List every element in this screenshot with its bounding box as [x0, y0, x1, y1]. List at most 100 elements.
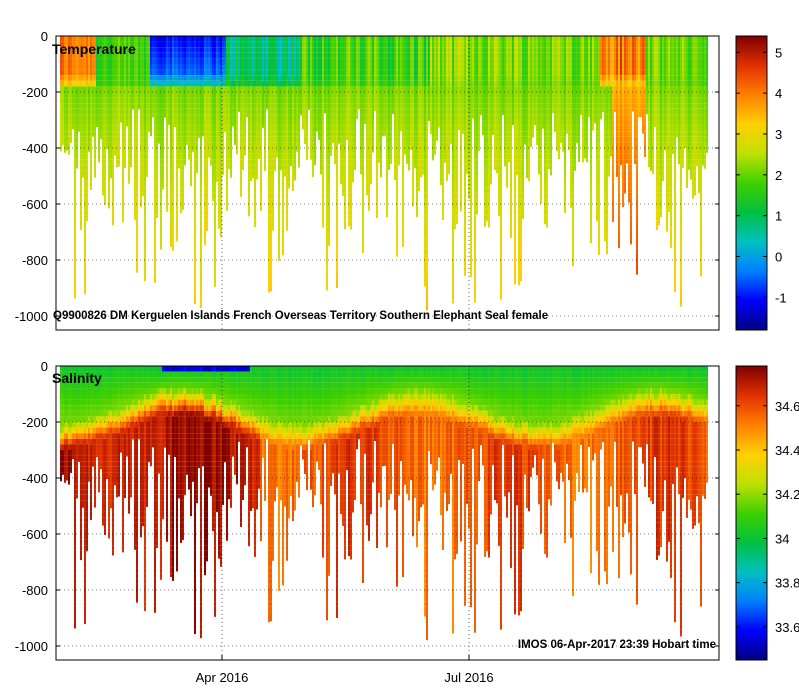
- temperature-cell: [232, 58, 234, 64]
- temperature-cell: [84, 204, 86, 210]
- temperature-cell: [398, 64, 400, 70]
- temperature-cell: [412, 192, 414, 199]
- temperature-cell: [336, 52, 338, 59]
- temperature-cell: [342, 176, 344, 182]
- temperature-cell: [388, 164, 390, 170]
- temperature-cell: [190, 142, 192, 148]
- temperature-cell: [434, 36, 436, 42]
- temperature-cell: [316, 125, 318, 132]
- temperature-cell: [90, 142, 92, 148]
- temperature-cell: [260, 187, 262, 193]
- temperature-cell: [404, 97, 406, 104]
- temperature-cell: [236, 36, 238, 42]
- temperature-cell: [112, 159, 114, 165]
- temperature-cell: [398, 108, 400, 115]
- temperature-cell: [370, 41, 372, 48]
- temperature-cell: [272, 204, 274, 210]
- temperature-cell: [80, 226, 82, 231]
- temperature-cell: [352, 52, 354, 59]
- temperature-cell: [124, 125, 126, 132]
- temperature-cell: [396, 41, 398, 48]
- temperature-cell: [264, 41, 266, 48]
- temperature-cell: [340, 58, 342, 64]
- temperature-cell: [240, 58, 242, 64]
- temperature-cell: [174, 114, 176, 120]
- temperature-cell: [194, 47, 196, 53]
- temperature-cell: [200, 75, 202, 81]
- temperature-cell: [268, 164, 270, 171]
- temperature-cell: [408, 58, 410, 64]
- temperature-cell: [206, 69, 208, 76]
- temperature-cell: [330, 41, 332, 48]
- temperature-cell: [404, 41, 406, 48]
- temperature-cell: [408, 92, 410, 98]
- temperature-cell: [372, 64, 374, 70]
- temperature-cell: [320, 75, 322, 81]
- temperature-cell: [328, 204, 330, 210]
- temperature-cell: [128, 80, 130, 87]
- temperature-cell: [144, 148, 146, 154]
- temperature-cell: [198, 80, 200, 87]
- temperature-cell: [172, 136, 174, 143]
- temperature-cell: [68, 136, 70, 143]
- temperature-cell: [252, 75, 254, 81]
- temperature-cell: [182, 209, 184, 211]
- temperature-cell: [426, 131, 428, 137]
- temperature-cell: [166, 181, 168, 188]
- temperature-cell: [182, 148, 184, 154]
- temperature-cell: [162, 58, 164, 64]
- temperature-cell: [226, 187, 228, 193]
- temperature-cell: [74, 215, 76, 221]
- temperature-cell: [370, 36, 372, 42]
- temperature-cell: [388, 148, 390, 154]
- temperature-cell: [144, 276, 146, 282]
- temperature-cell: [176, 58, 178, 64]
- temperature-cell: [116, 103, 118, 109]
- temperature-cell: [146, 92, 148, 98]
- temperature-cell: [84, 276, 86, 283]
- temperature-cell: [182, 159, 184, 165]
- temperature-cell: [244, 103, 246, 109]
- temperature-cell: [214, 92, 216, 98]
- temperature-cell: [218, 103, 220, 109]
- temperature-cell: [348, 52, 350, 59]
- temperature-cell: [380, 58, 382, 64]
- temperature-cell: [276, 80, 278, 87]
- temperature-cell: [196, 153, 198, 160]
- temperature-cell: [340, 92, 342, 98]
- temperature-cell: [206, 36, 208, 42]
- temperature-cell: [156, 47, 158, 53]
- temperature-cell: [272, 153, 274, 160]
- temperature-cell: [214, 232, 216, 238]
- temperature-cell: [204, 92, 206, 98]
- temperature-cell: [330, 97, 332, 104]
- temperature-cell: [144, 58, 146, 64]
- temperature-cell: [246, 80, 248, 87]
- temperature-cell: [74, 36, 76, 42]
- temperature-cell: [424, 114, 426, 120]
- temperature-cell: [226, 86, 228, 92]
- temperature-cell: [376, 86, 378, 92]
- temperature-cell: [272, 136, 274, 143]
- temperature-cell: [348, 41, 350, 48]
- temperature-cell: [102, 41, 104, 48]
- temperature-cell: [62, 58, 64, 64]
- temperature-cell: [70, 52, 72, 59]
- temperature-cell: [226, 176, 228, 182]
- temperature-cell: [62, 36, 64, 42]
- temperature-cell: [164, 36, 166, 42]
- temperature-cell: [92, 69, 94, 76]
- temperature-cell: [386, 204, 388, 210]
- temperature-cell: [100, 52, 102, 59]
- temperature-cell: [118, 148, 120, 154]
- temperature-cell: [76, 103, 78, 109]
- temperature-cell: [336, 80, 338, 87]
- temperature-cell: [416, 41, 418, 48]
- temperature-cell: [416, 75, 418, 81]
- temperature-cell: [250, 58, 252, 64]
- temperature-cell: [88, 41, 90, 48]
- temperature-cell: [366, 192, 368, 196]
- temperature-cell: [134, 58, 136, 64]
- temperature-cell: [122, 52, 124, 59]
- temperature-cell: [94, 153, 96, 160]
